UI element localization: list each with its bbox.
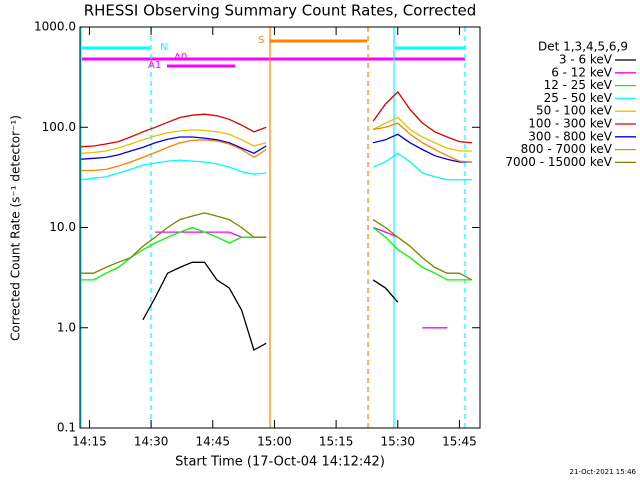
footer: 21-Oct-2021 15:46 (570, 468, 637, 476)
series-line (155, 226, 448, 329)
legend-label: 50 - 100 keV (536, 104, 613, 118)
legend-label: 800 - 7000 keV (521, 142, 613, 156)
series-line (81, 212, 473, 281)
x-tick-label: 14:15 (72, 435, 107, 449)
annotation: A0 (174, 52, 187, 63)
series-line (81, 90, 472, 148)
x-tick-label: 15:45 (442, 435, 477, 449)
y-axis-label: Corrected Count Rate (s⁻¹ detector⁻¹) (9, 115, 23, 341)
legend-title: Det 1,3,4,5,6,9 (538, 40, 628, 54)
legend-label: 3 - 6 keV (559, 53, 613, 67)
x-tick-label: 14:45 (195, 435, 230, 449)
series-line (81, 122, 472, 172)
series-line (81, 152, 472, 181)
annotation: A1 (148, 60, 161, 71)
y-tick-label: 1000.0 (34, 20, 76, 34)
annotation: S (258, 35, 264, 46)
y-tick-label: 100.0 (42, 120, 76, 134)
legend-label: 12 - 25 keV (544, 78, 613, 92)
series-line (81, 116, 472, 154)
legend-label: 25 - 50 keV (544, 91, 613, 105)
legend-label: 300 - 800 keV (528, 129, 612, 143)
chart-title: RHESSI Observing Summary Count Rates, Co… (84, 2, 477, 20)
annotation: N (160, 42, 167, 53)
y-tick-label: 0.1 (57, 421, 76, 435)
legend-label: 100 - 300 keV (528, 117, 612, 131)
y-tick-label: 1.0 (57, 320, 76, 334)
x-tick-label: 15:00 (257, 435, 292, 449)
vertical-markers (80, 27, 466, 428)
series-line (142, 261, 399, 351)
x-tick-label: 15:30 (380, 435, 415, 449)
observing-flags (82, 39, 465, 68)
x-tick-label: 15:15 (319, 435, 354, 449)
series-line (81, 226, 472, 281)
legend-label: 6 - 12 keV (551, 65, 613, 79)
series-line (81, 133, 472, 163)
x-tick-label: 14:30 (134, 435, 169, 449)
y-tick-label: 10.0 (49, 220, 76, 234)
plot-frame (79, 26, 481, 429)
legend-label: 7000 - 15000 keV (505, 155, 612, 169)
x-axis-label: Start Time (17-Oct-04 14:12:42) (175, 455, 385, 470)
